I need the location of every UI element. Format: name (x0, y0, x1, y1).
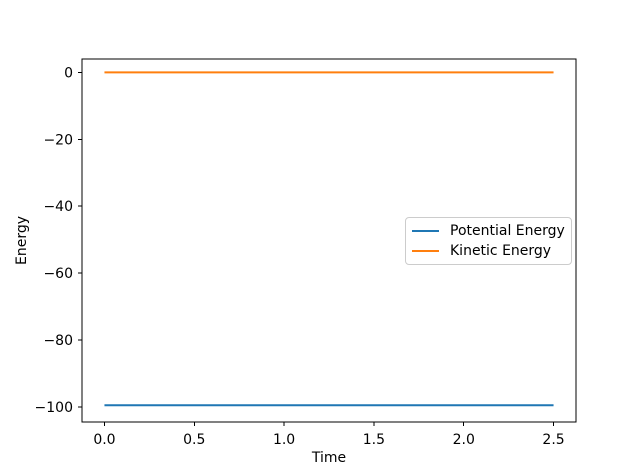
x-tick-label: 2.5 (542, 432, 564, 448)
x-tick-label: 1.0 (273, 432, 295, 448)
legend-line-sample (412, 230, 439, 232)
y-tick-label: −20 (43, 132, 73, 148)
legend-label: Potential Energy (450, 223, 565, 239)
y-axis-label: Energy (14, 216, 30, 265)
legend-line-sample (412, 250, 439, 252)
legend-item-kinetic-energy: Kinetic Energy (412, 241, 565, 261)
y-tick-label: −100 (35, 400, 73, 416)
plot-border (81, 58, 577, 423)
x-tick-label: 0.0 (93, 432, 115, 448)
y-tick-label: −80 (43, 333, 73, 349)
y-tick-label: −40 (43, 199, 73, 215)
x-tick-label: 0.5 (183, 432, 205, 448)
legend-item-potential-energy: Potential Energy (412, 221, 565, 241)
x-tick-label: 2.0 (453, 432, 475, 448)
y-tick-label: 0 (64, 65, 73, 81)
x-axis-label: Time (311, 450, 346, 466)
legend-label: Kinetic Energy (450, 243, 552, 259)
y-tick-label: −60 (43, 266, 73, 282)
x-tick-label: 1.5 (363, 432, 385, 448)
legend: Potential Energy Kinetic Energy (405, 217, 572, 265)
